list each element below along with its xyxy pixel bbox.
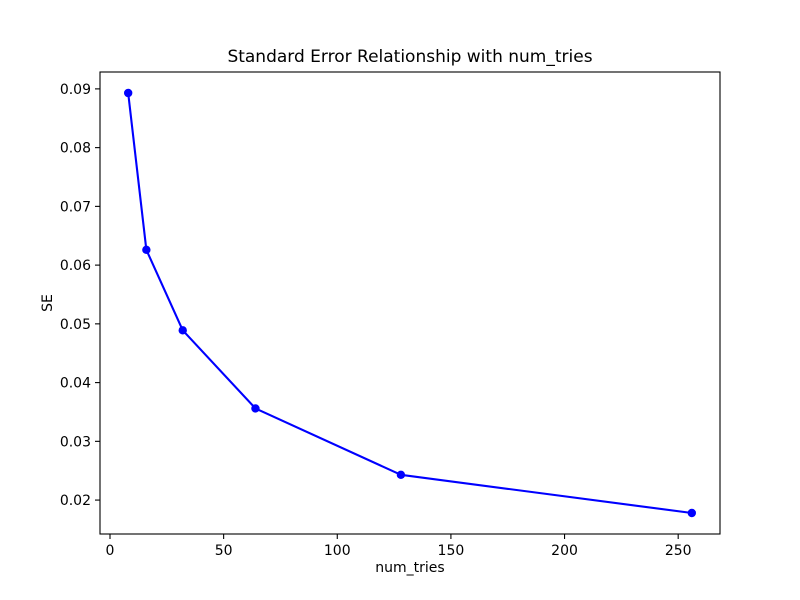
x-tick-label: 50	[215, 543, 233, 559]
data-series	[123, 88, 697, 518]
data-point-marker	[251, 404, 260, 413]
x-tick-label: 250	[665, 543, 692, 559]
x-tick-label: 200	[551, 543, 578, 559]
y-tick-label: 0.02	[60, 493, 91, 509]
y-tick-label: 0.04	[60, 376, 91, 392]
series-line	[127, 91, 693, 515]
y-axis-label: SE	[40, 294, 56, 312]
data-point-marker	[178, 326, 187, 335]
y-tick-label: 0.09	[60, 82, 91, 98]
data-point-marker	[123, 88, 133, 98]
data-point-marker	[396, 470, 406, 480]
chart-title: Standard Error Relationship with num_tri…	[227, 47, 592, 67]
y-tick-label: 0.08	[60, 141, 91, 157]
x-tick-label: 0	[106, 543, 115, 559]
data-point-marker	[142, 245, 151, 255]
y-tick-label: 0.06	[60, 258, 91, 274]
x-axis-label: num_tries	[375, 560, 444, 576]
y-tick-label: 0.03	[60, 434, 91, 450]
x-axis-ticks: 0 50 100 150 200 250	[106, 534, 692, 559]
y-tick-label: 0.07	[60, 199, 91, 215]
plot-area	[99, 71, 721, 535]
x-tick-label: 150	[438, 543, 465, 559]
x-tick-label: 100	[324, 543, 351, 559]
y-tick-label: 0.05	[60, 317, 91, 333]
data-point-marker	[687, 508, 697, 518]
y-axis-ticks: 0.02 0.03 0.04 0.05 0.06 0.07 0.08 0.09	[60, 82, 100, 509]
